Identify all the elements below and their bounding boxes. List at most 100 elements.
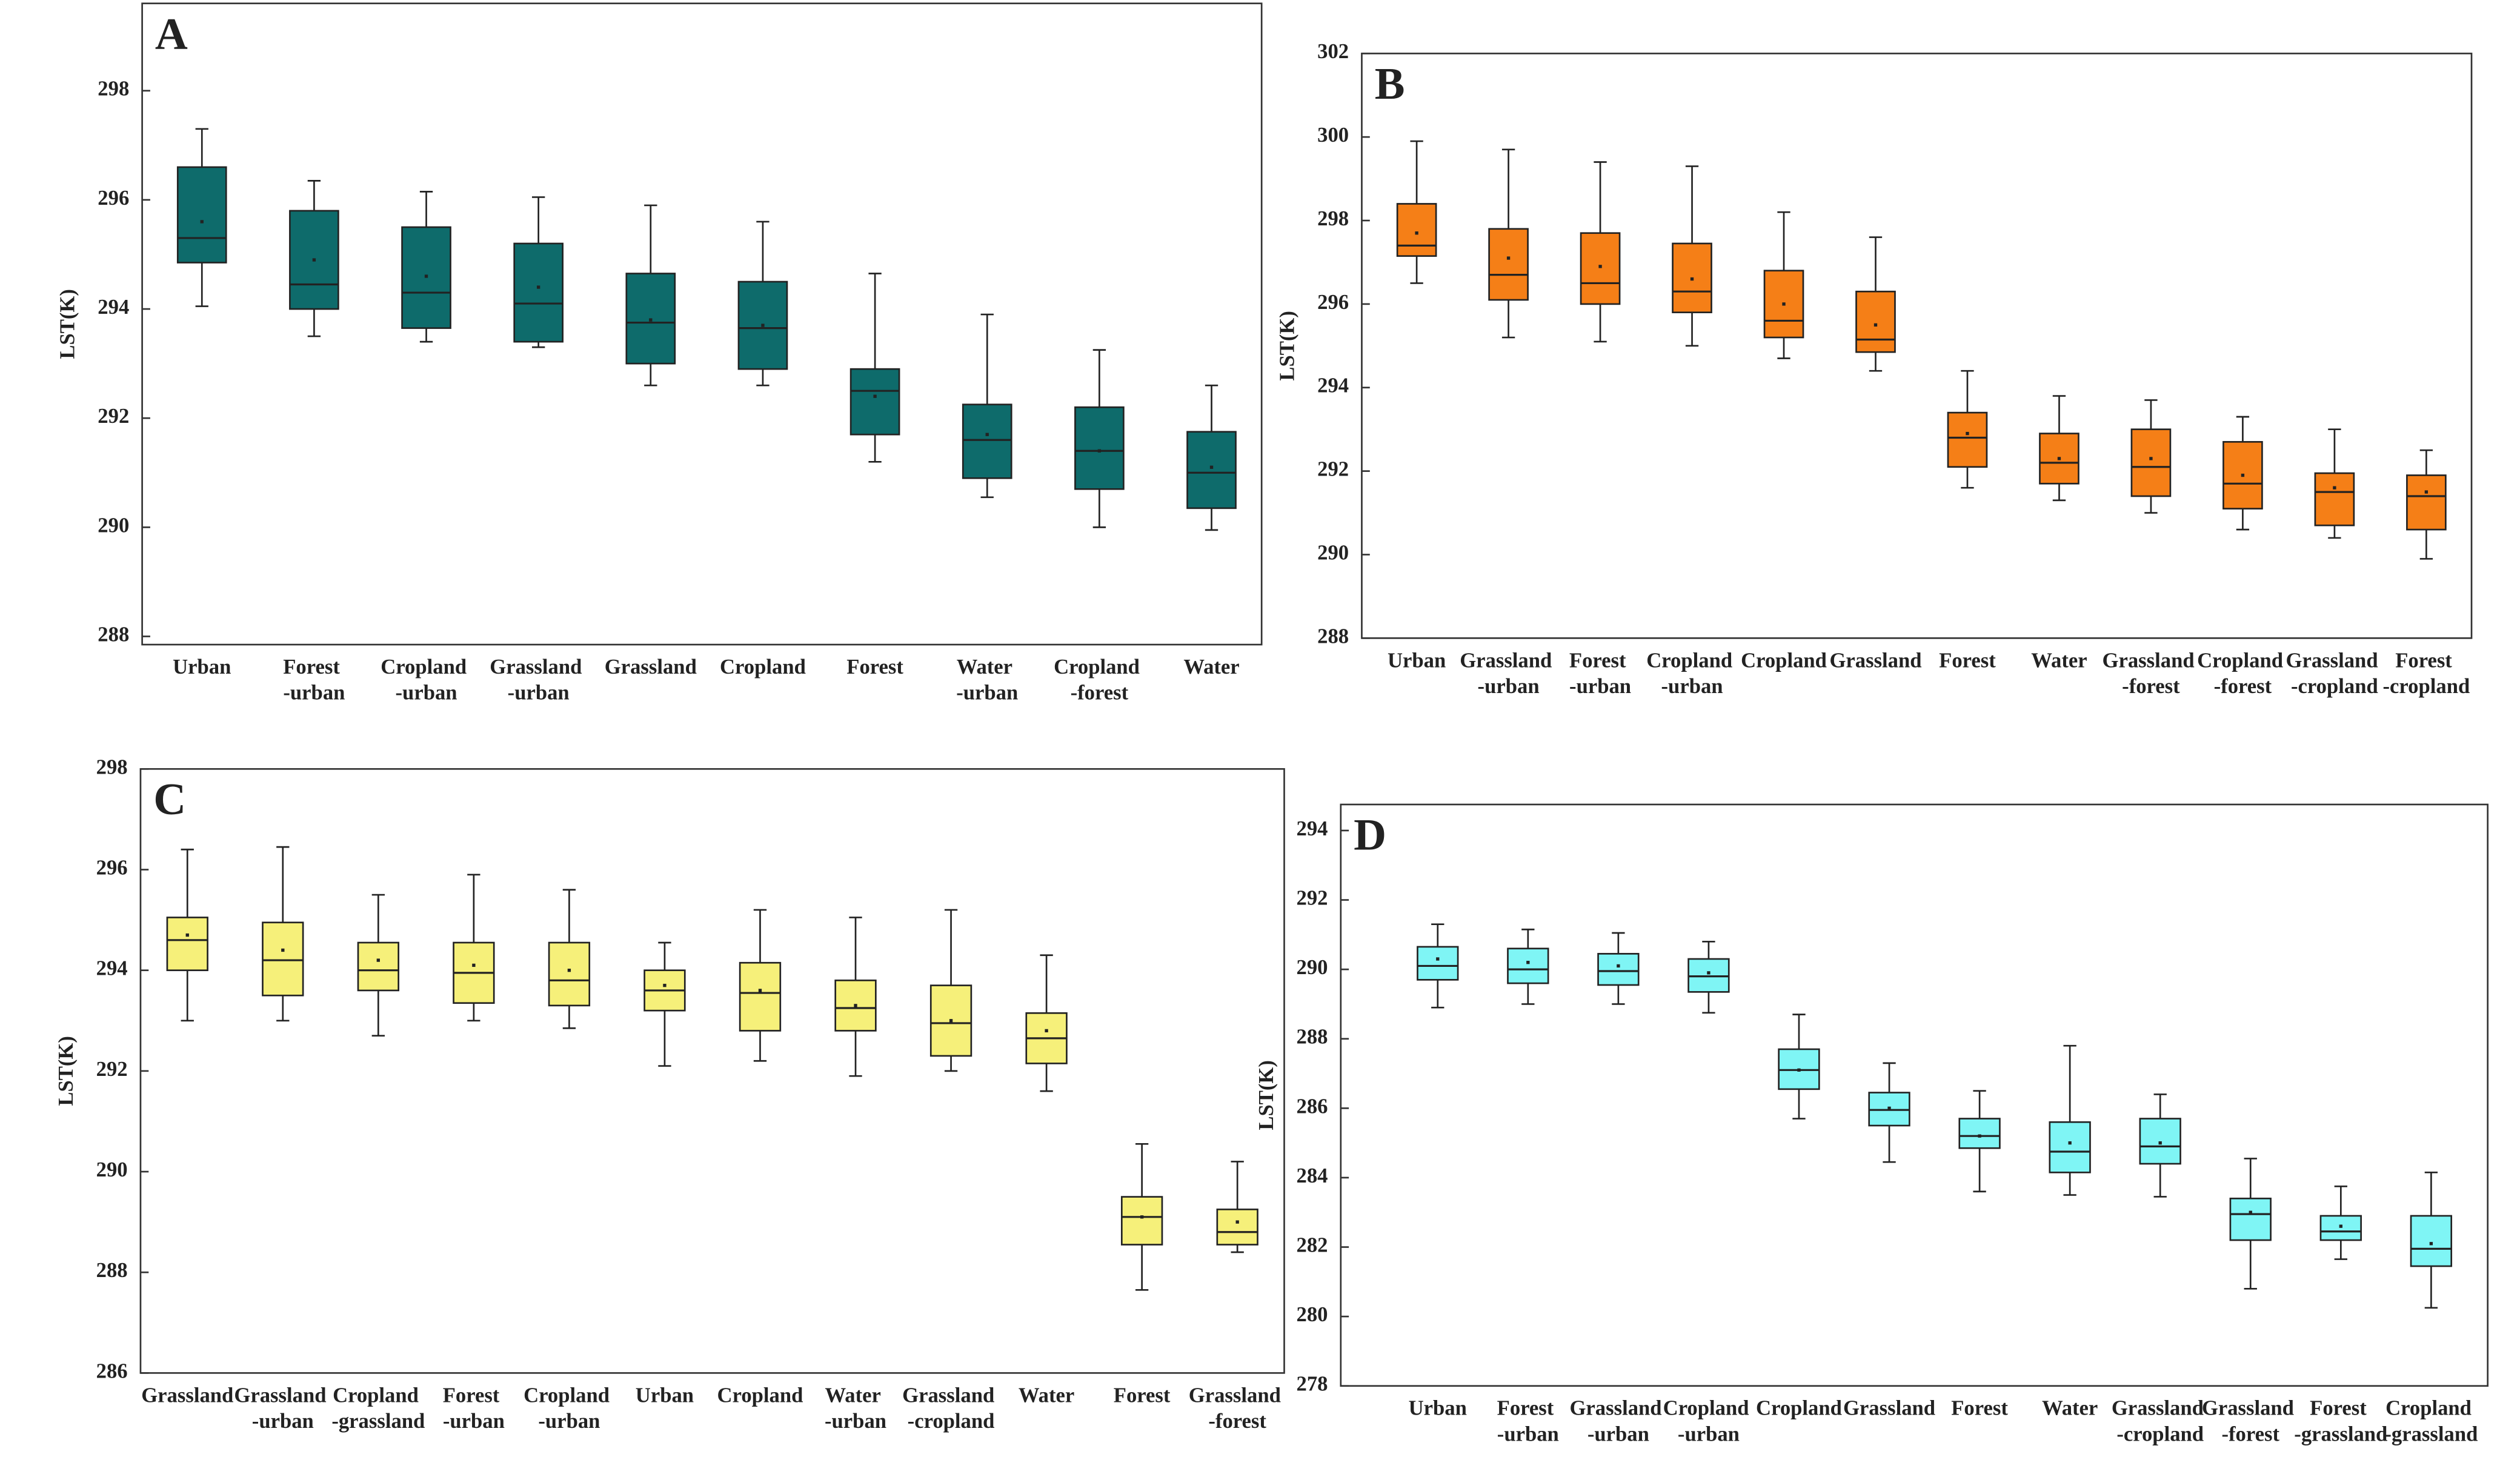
label-line: -urban	[1569, 675, 1631, 698]
label-line: Grassland	[1460, 649, 1552, 672]
box	[548, 941, 591, 1007]
box	[2319, 1215, 2362, 1241]
label-line: -urban	[1497, 1422, 1559, 1445]
y-tick-label: 292	[98, 405, 129, 428]
y-tick-label: 292	[96, 1058, 128, 1081]
x-tick-label: Grassland -cropland	[2112, 1397, 2209, 1446]
mean	[2149, 457, 2153, 460]
panel-label: B	[1375, 59, 1405, 109]
label-line: Cropland	[1663, 1397, 1749, 1420]
box	[262, 921, 304, 997]
mean	[2339, 1224, 2342, 1228]
panel-label: A	[155, 8, 188, 59]
label-line: Grassland	[605, 655, 697, 678]
label-line: Grassland	[1843, 1397, 1935, 1420]
mean	[1209, 465, 1214, 469]
mean	[376, 958, 381, 962]
box	[357, 941, 399, 992]
mean	[424, 274, 428, 278]
y-axis-label: LST(K)	[1255, 1060, 1278, 1130]
label-line: -urban	[508, 682, 570, 705]
box	[739, 961, 782, 1032]
y-tick-label: 296	[1317, 291, 1349, 314]
box	[1488, 228, 1529, 301]
y-tick-label: 300	[1317, 124, 1349, 147]
x-tick-label: Grassland -urban	[234, 1384, 331, 1433]
label-line: Grassland	[1189, 1384, 1281, 1407]
plot-frame	[1361, 52, 2473, 639]
x-tick-label: Grassland -forest	[1189, 1384, 1286, 1433]
y-tick-label: 298	[98, 78, 129, 101]
mean	[758, 989, 762, 992]
x-tick-label: Grassland	[141, 1384, 233, 1407]
box	[1855, 290, 1896, 353]
x-tick-label: Grassland	[1829, 649, 1921, 672]
box	[1216, 1209, 1258, 1246]
y-tick-label: 282	[1297, 1233, 1328, 1256]
y-tick-label: 292	[1297, 887, 1328, 910]
box	[2406, 474, 2447, 531]
x-tick-label: Water -urban	[825, 1384, 886, 1433]
label-line: -urban	[825, 1410, 886, 1433]
x-tick-label: Forest -urban	[1497, 1397, 1559, 1446]
label-line: -cropland	[2291, 675, 2378, 698]
box	[1507, 947, 1549, 984]
panel: B LST(K) 288 290 292 294 296 298 300 302 Urban Gras…	[1275, 40, 2473, 698]
label-line: Urban	[173, 655, 231, 678]
y-tick-label: 288	[98, 623, 129, 646]
x-tick-label: Water	[1183, 655, 1239, 678]
label-line: Water	[2042, 1397, 2098, 1420]
x-tick-label: Cropland -forest	[2197, 649, 2289, 698]
x-tick-label: Cropland	[720, 655, 806, 678]
mean	[472, 963, 476, 967]
panel-label: D	[1354, 810, 1386, 860]
label-line: -cropland	[908, 1410, 995, 1433]
mean	[1097, 449, 1102, 453]
label-line: Forest	[1114, 1384, 1171, 1407]
x-tick-label: Grassland -urban	[490, 655, 587, 705]
box	[1417, 946, 1459, 981]
mean	[949, 1019, 953, 1023]
x-tick-label: Urban	[1409, 1397, 1467, 1420]
mean	[649, 318, 653, 322]
label-line: Forest	[1569, 649, 1626, 672]
y-tick-label: 286	[96, 1359, 128, 1382]
mean	[663, 983, 667, 987]
mean	[537, 285, 540, 289]
mean	[1782, 302, 1786, 306]
y-tick-label: 294	[1317, 374, 1349, 397]
label-line: -forest	[2221, 1422, 2279, 1445]
mean	[1436, 957, 1440, 961]
box	[166, 917, 208, 972]
label-line: Forest	[443, 1384, 500, 1407]
box	[2139, 1118, 2181, 1165]
label-line: -urban	[1587, 1422, 1649, 1445]
y-tick-label: 294	[96, 957, 128, 980]
x-tick-label: Forest -urban	[283, 655, 345, 705]
x-tick-label: Cropland -urban	[381, 655, 471, 705]
y-tick-label: 296	[96, 856, 128, 879]
label-line: -grassland	[331, 1410, 425, 1433]
y-tick-label: 294	[98, 296, 129, 319]
label-line: Grassland	[1569, 1397, 1661, 1420]
y-tick-label: 288	[1317, 625, 1349, 648]
x-tick-label: Water	[1019, 1384, 1074, 1407]
plot-frame	[141, 2, 1263, 646]
x-tick-label: Water	[2031, 649, 2087, 672]
label-line: Urban	[636, 1384, 694, 1407]
label-line: Forest	[2310, 1397, 2367, 1420]
mean	[2057, 457, 2061, 460]
box	[1947, 411, 1988, 468]
x-tick-label: Grassland -urban	[1569, 1397, 1667, 1446]
box	[1074, 406, 1125, 490]
mean	[1140, 1215, 1144, 1219]
label-line: Grassland	[234, 1384, 326, 1407]
label-line: Cropland	[1646, 649, 1732, 672]
x-tick-label: Forest	[1114, 1384, 1171, 1407]
box	[2229, 1197, 2272, 1241]
label-line: -grassland	[2294, 1422, 2387, 1445]
box	[1580, 232, 1621, 305]
x-tick-label: Grassland	[605, 655, 697, 678]
